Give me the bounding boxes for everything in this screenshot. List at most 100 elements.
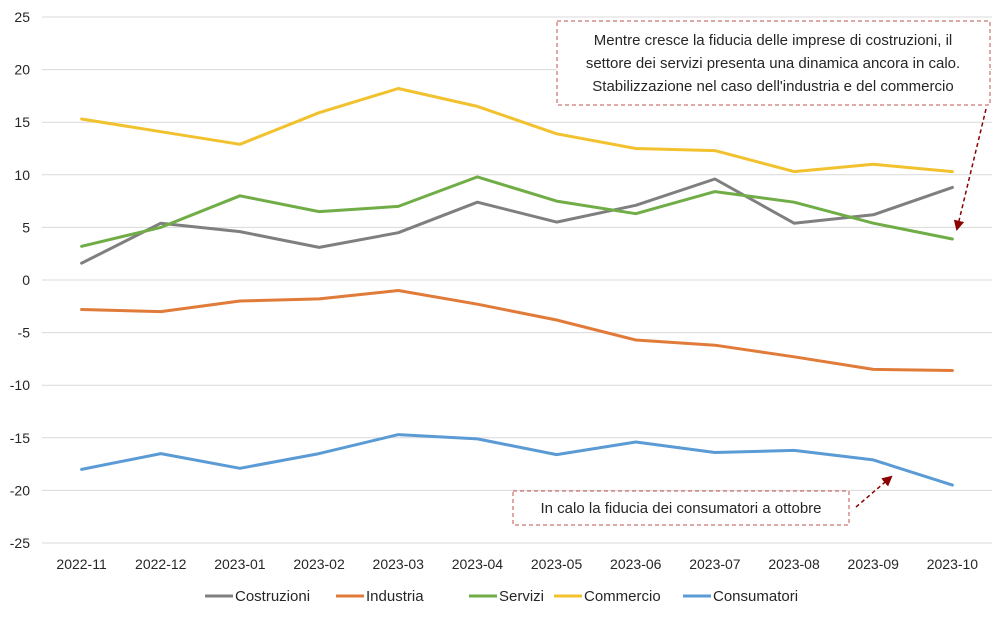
- y-tick-label: 20: [14, 62, 30, 78]
- gridlines: [42, 16, 992, 544]
- data-point: [950, 237, 954, 241]
- legend-item-consumatori: Consumatori: [683, 588, 798, 605]
- data-point: [792, 200, 796, 204]
- annotations: Mentre cresce la fiducia delle imprese d…: [512, 20, 991, 526]
- data-point: [238, 142, 242, 146]
- data-point: [555, 132, 559, 136]
- x-tick-label: 2023-01: [214, 556, 266, 572]
- data-point: [950, 483, 954, 487]
- y-tick-label: -5: [18, 325, 31, 341]
- y-tick-label: -10: [10, 377, 30, 393]
- data-point: [159, 221, 163, 225]
- series-line-servizi: [80, 175, 954, 248]
- annotation-arrow: [953, 108, 987, 232]
- x-tick-label: 2023-08: [768, 556, 820, 572]
- series-line-costruzioni: [80, 177, 954, 265]
- legend-item-commercio: Commercio: [554, 588, 661, 605]
- data-point: [713, 177, 717, 181]
- data-point: [238, 466, 242, 470]
- data-point: [871, 458, 875, 462]
- x-tick-label: 2023-02: [293, 556, 345, 572]
- data-point: [950, 185, 954, 189]
- annotation-box-top: Mentre cresce la fiducia delle imprese d…: [556, 20, 991, 232]
- series-lines: [80, 87, 954, 487]
- data-point: [792, 448, 796, 452]
- data-point: [80, 244, 84, 248]
- x-tick-label: 2022-11: [56, 556, 107, 572]
- data-point: [396, 231, 400, 235]
- data-point: [238, 299, 242, 303]
- legend-item-servizi: Servizi: [469, 588, 544, 605]
- data-point: [396, 289, 400, 293]
- data-point: [159, 130, 163, 134]
- legend-label: Commercio: [584, 588, 661, 605]
- y-tick-label: 25: [14, 9, 30, 25]
- series-line-commercio: [80, 87, 954, 174]
- data-point: [634, 440, 638, 444]
- legend: Costruzioni Industria Servizi Commercio Cons…: [205, 588, 798, 605]
- x-tick-label: 2023-07: [689, 556, 741, 572]
- legend-label: Servizi: [499, 588, 544, 605]
- data-point: [634, 338, 638, 342]
- data-point: [871, 221, 875, 225]
- data-point: [871, 162, 875, 166]
- annotation-text-line: Mentre cresce la fiducia delle imprese d…: [594, 32, 952, 49]
- data-point: [555, 199, 559, 203]
- y-tick-label: 0: [22, 272, 30, 288]
- annotation-text-line: Stabilizzazione nel caso dell'industria …: [592, 78, 953, 95]
- data-point: [792, 355, 796, 359]
- x-tick-label: 2023-05: [531, 556, 583, 572]
- x-tick-label: 2023-09: [848, 556, 900, 572]
- data-point: [396, 433, 400, 437]
- data-point: [159, 452, 163, 456]
- x-tick-label: 2023-04: [452, 556, 504, 572]
- data-point: [871, 367, 875, 371]
- data-point: [80, 467, 84, 471]
- data-point: [80, 117, 84, 121]
- data-point: [555, 220, 559, 224]
- y-tick-label: -20: [10, 482, 30, 498]
- x-tick-label: 2023-06: [610, 556, 662, 572]
- x-tick-label: 2023-03: [373, 556, 425, 572]
- data-point: [317, 245, 321, 249]
- data-point: [713, 149, 717, 153]
- data-point: [317, 297, 321, 301]
- data-point: [475, 437, 479, 441]
- y-tick-label: 10: [14, 167, 30, 183]
- y-axis-ticks: 25 20 15 10 5 0 -5 -10 -15 -20 -25: [10, 9, 30, 551]
- data-point: [396, 204, 400, 208]
- annotation-arrow: [855, 475, 893, 508]
- x-tick-label: 2023-10: [927, 556, 979, 572]
- series-line-consumatori: [80, 433, 954, 487]
- annotation-text-line: In calo la fiducia dei consumatori a ott…: [541, 500, 822, 517]
- data-point: [713, 343, 717, 347]
- data-point: [238, 230, 242, 234]
- legend-item-industria: Industria: [336, 588, 424, 605]
- data-point: [475, 104, 479, 108]
- annotation-border: [556, 20, 991, 106]
- data-point: [950, 170, 954, 174]
- legend-label: Industria: [366, 588, 424, 605]
- data-point: [713, 190, 717, 194]
- data-point: [634, 203, 638, 207]
- data-point: [396, 87, 400, 91]
- data-point: [792, 221, 796, 225]
- data-point: [475, 302, 479, 306]
- series-line-industria: [80, 289, 954, 372]
- data-point: [713, 451, 717, 455]
- data-point: [317, 111, 321, 115]
- data-point: [475, 175, 479, 179]
- data-point: [634, 212, 638, 216]
- data-point: [80, 307, 84, 311]
- data-point: [555, 453, 559, 457]
- y-tick-label: -25: [10, 535, 30, 551]
- annotation-box-bottom: In calo la fiducia dei consumatori a ott…: [512, 475, 893, 526]
- data-point: [80, 261, 84, 265]
- data-point: [317, 452, 321, 456]
- data-point: [555, 318, 559, 322]
- y-tick-label: 15: [14, 114, 30, 130]
- y-tick-label: 5: [22, 219, 30, 235]
- data-point: [634, 147, 638, 151]
